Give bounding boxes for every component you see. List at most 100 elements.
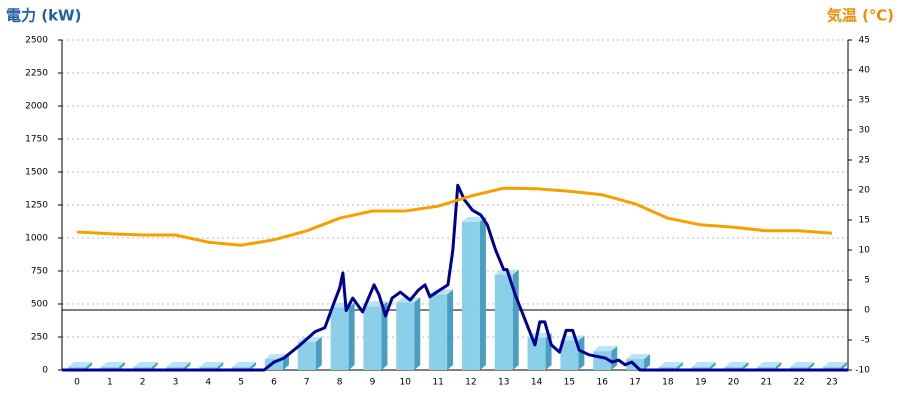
bar	[363, 306, 382, 370]
bar-top	[527, 332, 552, 338]
temperature-line	[76, 186, 833, 247]
y-tick-label: 1000	[25, 234, 48, 244]
bar-side	[512, 269, 519, 370]
x-tick-label: 8	[337, 378, 343, 388]
x-tick-label: 19	[695, 378, 707, 388]
x-tick-label: 0	[74, 378, 80, 388]
y2-tick-label: -10	[855, 366, 870, 376]
x-tick-label: 11	[432, 378, 443, 388]
bar-side	[348, 302, 355, 370]
x-tick-label: 5	[238, 378, 244, 388]
x-tick-label: 6	[271, 378, 277, 388]
y2-tick-label: 45	[859, 36, 870, 46]
bar-side	[479, 216, 486, 370]
x-tick-label: 18	[662, 378, 674, 388]
bar-side	[676, 362, 683, 370]
bar-top	[691, 362, 716, 367]
y-tick-label: 2500	[25, 36, 48, 46]
x-tick-label: 21	[761, 378, 772, 388]
bar-top	[133, 362, 158, 367]
y-tick-label: 500	[31, 300, 48, 310]
x-tick-label: 10	[400, 378, 412, 388]
bar-side	[611, 346, 618, 370]
bar-top	[560, 335, 585, 341]
y-tick-label: 2250	[25, 69, 48, 79]
bar-side	[742, 362, 749, 370]
bar-side	[414, 297, 421, 370]
x-tick-label: 9	[370, 378, 376, 388]
x-tick-label: 1	[107, 378, 113, 388]
y2-tick-label: 5	[864, 276, 870, 286]
bar-top	[100, 362, 125, 367]
y2-tick-label: 40	[859, 66, 871, 76]
bar-top	[658, 362, 683, 367]
bar	[396, 302, 415, 370]
bar-side	[808, 362, 815, 370]
bar-top	[593, 346, 618, 352]
x-tick-label: 7	[304, 378, 310, 388]
bar-top	[626, 354, 651, 360]
bar	[560, 340, 579, 370]
y-tick-label: 1750	[25, 135, 48, 145]
x-tick-label: 22	[793, 378, 804, 388]
x-tick-label: 3	[173, 378, 179, 388]
bar	[297, 341, 316, 370]
y-tick-label: 250	[31, 333, 48, 343]
bar-top	[757, 362, 782, 367]
y-tick-label: 750	[31, 267, 48, 277]
bar	[330, 307, 349, 370]
y-tick-label: 1500	[25, 168, 48, 178]
y-tick-label: 1250	[25, 201, 48, 211]
x-tick-label: 16	[596, 378, 608, 388]
bar	[264, 359, 283, 370]
bar-side	[709, 362, 716, 370]
bar-top	[232, 362, 257, 367]
bar-side	[118, 362, 125, 370]
bar-top	[823, 362, 847, 367]
bar	[461, 221, 480, 370]
bar-side	[447, 289, 454, 370]
x-tick-label: 4	[205, 378, 211, 388]
x-tick-label: 23	[826, 378, 837, 388]
bar-side	[841, 362, 847, 370]
y2-axis-title: 気温 (℃)	[827, 7, 894, 25]
bar-top	[724, 362, 749, 367]
power-line	[62, 183, 849, 372]
bar-side	[315, 336, 322, 370]
y2-tick-label: -5	[861, 336, 870, 346]
bar-side	[151, 362, 158, 370]
y2-tick-label: 0	[864, 306, 870, 316]
y2-tick-label: 25	[859, 156, 870, 166]
bar-top	[461, 216, 486, 222]
y-tick-label: 2000	[25, 102, 48, 112]
y2-tick-label: 10	[859, 246, 871, 256]
bar-top	[68, 362, 92, 367]
y2-tick-label: 15	[859, 216, 870, 226]
y2-tick-label: 35	[859, 96, 870, 106]
bar-side	[644, 354, 651, 370]
bar-top	[166, 362, 191, 367]
y-tick-label: 0	[42, 366, 48, 376]
bar-side	[250, 362, 257, 370]
x-tick-label: 15	[564, 378, 575, 388]
x-tick-label: 20	[728, 378, 740, 388]
bar-side	[775, 362, 782, 370]
bar	[429, 294, 448, 370]
bar-top	[199, 362, 224, 367]
bar-side	[217, 362, 224, 370]
y-axis-title: 電力 (kW)	[6, 7, 81, 25]
x-tick-label: 17	[629, 378, 640, 388]
x-tick-label: 12	[465, 378, 476, 388]
bar	[527, 337, 546, 370]
bar-side	[86, 362, 92, 370]
y2-tick-label: 20	[859, 186, 871, 196]
bar-side	[184, 362, 191, 370]
bar-side	[381, 301, 388, 370]
x-tick-label: 13	[498, 378, 509, 388]
x-tick-label: 2	[140, 378, 146, 388]
bar-top	[790, 362, 815, 367]
bar	[494, 274, 513, 370]
y2-tick-label: 30	[859, 126, 871, 136]
x-tick-label: 14	[531, 378, 543, 388]
